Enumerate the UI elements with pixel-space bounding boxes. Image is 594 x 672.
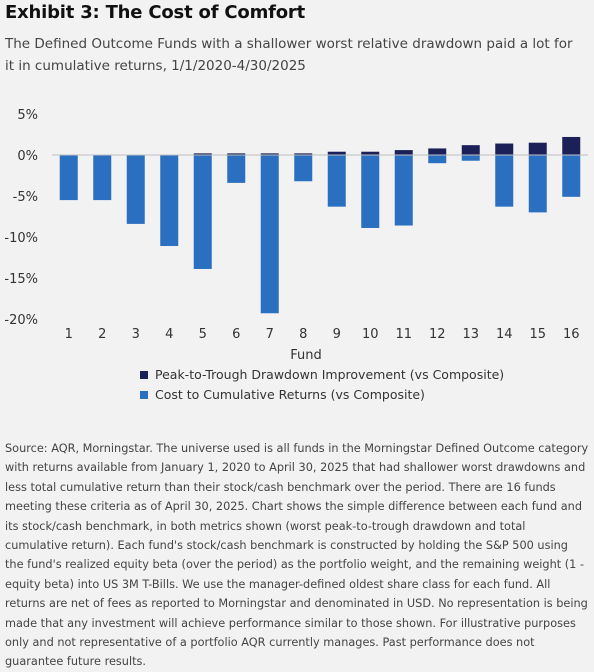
x-tick-label: 13 <box>462 327 479 342</box>
source-note: Source: AQR, Morningstar. The universe u… <box>5 442 589 669</box>
bar-return-cost <box>227 155 246 183</box>
bar-drawdown-improvement <box>260 153 279 155</box>
bar-return-cost <box>59 155 78 201</box>
y-tick-label: -20% <box>4 313 38 328</box>
bar-return-cost <box>562 155 581 197</box>
bar-drawdown-improvement <box>227 153 246 155</box>
legend-label: Cost to Cumulative Returns (vs Composite… <box>155 387 425 402</box>
y-tick-label: 5% <box>17 108 38 123</box>
chart-title: Exhibit 3: The Cost of Comfort <box>5 2 306 23</box>
x-tick-label: 11 <box>395 327 412 342</box>
x-tick-label: 9 <box>333 327 341 342</box>
bar-drawdown-improvement <box>294 153 313 155</box>
bar-drawdown-improvement <box>495 143 514 155</box>
bar-return-cost <box>160 155 179 247</box>
bar-return-cost <box>394 155 413 226</box>
bar-drawdown-improvement <box>327 151 346 155</box>
y-tick-label: -15% <box>4 272 38 287</box>
bar-drawdown-improvement <box>394 150 413 155</box>
x-tick-label: 15 <box>529 327 546 342</box>
x-tick-label: 2 <box>98 327 106 342</box>
x-tick-label: 16 <box>563 327 580 342</box>
legend-swatch <box>140 391 148 399</box>
chart-subtitle: The Defined Outcome Funds with a shallow… <box>5 36 573 74</box>
bars <box>59 136 581 314</box>
x-tick-label: 4 <box>165 327 173 342</box>
y-tick-label: 0% <box>17 149 38 164</box>
y-axis: 5% 0% -5% -10% -15% -20% <box>4 108 38 328</box>
bar-return-cost <box>495 155 514 207</box>
x-tick-label: 6 <box>232 327 240 342</box>
bar-drawdown-improvement <box>528 142 547 155</box>
bar-return-cost <box>528 155 547 213</box>
bar-return-cost <box>361 155 380 228</box>
bar-return-cost <box>126 155 145 224</box>
legend-swatch <box>140 371 148 379</box>
bar-return-cost <box>294 155 313 182</box>
bar-return-cost <box>193 155 212 269</box>
bar-drawdown-improvement <box>428 148 447 155</box>
x-tick-label: 14 <box>496 327 513 342</box>
legend-label: Peak-to-Trough Drawdown Improvement (vs … <box>155 367 504 382</box>
bar-drawdown-improvement <box>562 136 581 155</box>
bar-drawdown-improvement <box>461 145 480 155</box>
x-axis: 1 2 3 4 5 6 7 8 9 10 11 12 13 14 15 16 <box>65 327 580 342</box>
x-tick-label: 3 <box>132 327 140 342</box>
x-tick-label: 8 <box>299 327 307 342</box>
x-axis-label: Fund <box>290 348 322 363</box>
x-tick-label: 5 <box>199 327 207 342</box>
legend: Peak-to-Trough Drawdown Improvement (vs … <box>140 367 504 402</box>
bar-return-cost <box>461 155 480 161</box>
y-tick-label: -10% <box>4 231 38 246</box>
x-tick-label: 1 <box>65 327 73 342</box>
bar-return-cost <box>260 155 279 314</box>
x-tick-label: 7 <box>266 327 274 342</box>
bar-return-cost <box>93 155 112 201</box>
x-tick-label: 12 <box>429 327 446 342</box>
bar-chart: 5%0%-5%-10%-15%-20% 1 2 3 4 5 6 7 8 9 10 11 12 13 14 1… <box>4 108 588 402</box>
bar-drawdown-improvement <box>361 151 380 155</box>
bar-drawdown-improvement <box>193 153 212 155</box>
y-tick-label: -5% <box>13 190 38 205</box>
bar-return-cost <box>428 155 447 164</box>
bar-return-cost <box>327 155 346 207</box>
x-tick-label: 10 <box>362 327 379 342</box>
